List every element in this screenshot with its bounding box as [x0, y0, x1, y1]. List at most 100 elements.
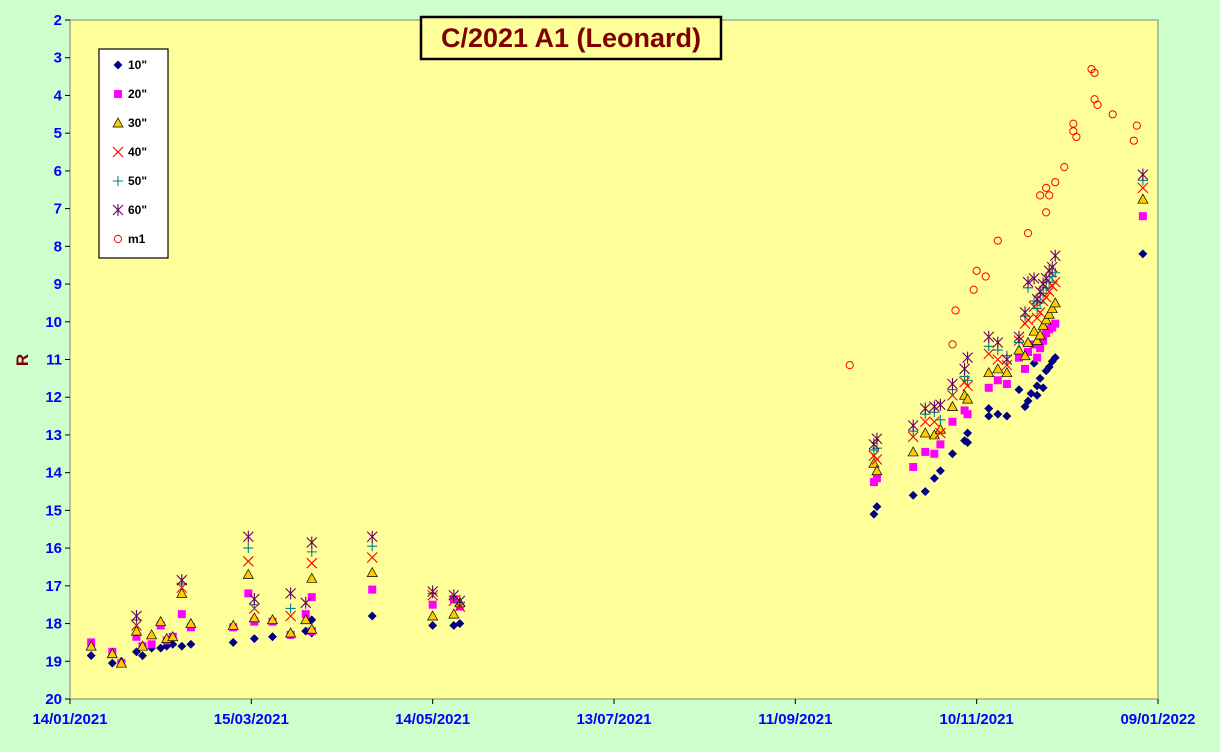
legend: 10" 20" 30" 40" 50" 60" m1: [98, 48, 169, 259]
data-point: [266, 614, 279, 625]
data-point: [928, 400, 940, 413]
data-point: [177, 610, 186, 619]
data-point: [1019, 306, 1031, 319]
chart-title: C/2021 A1 (Leonard): [441, 23, 701, 53]
data-point: [993, 236, 1002, 245]
data-point: [869, 509, 879, 519]
legend-item: 30": [112, 116, 147, 130]
data-point: [919, 427, 931, 438]
data-point: [137, 651, 148, 661]
data-point: [85, 640, 97, 651]
data-point: [936, 440, 945, 449]
legend-label: 50": [128, 174, 147, 188]
data-point: [1043, 308, 1055, 319]
data-point: [962, 380, 973, 392]
data-point: [176, 587, 188, 598]
data-point: [962, 375, 973, 386]
y-tick-label: 3: [54, 50, 62, 67]
data-point: [306, 536, 318, 549]
data-point: [947, 389, 958, 401]
data-point: [1050, 353, 1060, 363]
data-point: [1046, 261, 1058, 274]
y-tick-label: 7: [54, 201, 62, 218]
data-point: [155, 615, 167, 627]
legend-item: 60": [112, 203, 147, 217]
data-point: [921, 447, 930, 456]
data-point: [908, 490, 918, 500]
data-point: [177, 641, 187, 651]
data-point: [1037, 319, 1049, 330]
data-point: [1132, 121, 1141, 130]
data-point: [1137, 168, 1149, 181]
y-tick-label: 8: [54, 238, 62, 255]
data-point: [1108, 110, 1117, 119]
data-point: [368, 585, 377, 594]
data-point: [1014, 385, 1024, 395]
data-point: [1051, 319, 1060, 328]
data-point: [1013, 330, 1025, 343]
data-point: [871, 432, 883, 445]
y-tick-label: 6: [54, 163, 62, 180]
data-point: [306, 546, 317, 557]
data-point: [1022, 276, 1034, 289]
legend-item: m1: [113, 232, 146, 246]
data-point: [285, 587, 297, 600]
data-point: [984, 403, 994, 414]
y-axis-label: R: [13, 354, 32, 366]
data-point: [1035, 373, 1045, 383]
data-point: [992, 363, 1004, 374]
y-tick-label: 5: [54, 125, 62, 142]
y-tick-label: 11: [46, 352, 62, 369]
data-point: [935, 398, 946, 411]
data-point: [1002, 411, 1012, 421]
data-point: [1138, 249, 1148, 259]
series-6: [131, 168, 1149, 623]
data-point: [845, 361, 854, 370]
data-point: [1023, 396, 1033, 406]
legend-label: 30": [128, 116, 147, 130]
data-point: [907, 419, 919, 432]
data-point: [306, 557, 318, 569]
data-point: [186, 639, 196, 649]
data-point: [1001, 366, 1013, 378]
data-point: [963, 428, 973, 438]
series-7: [845, 64, 1141, 370]
data-point: [981, 272, 990, 281]
legend-marker: [113, 234, 123, 244]
data-point: [455, 619, 465, 629]
data-point: [285, 627, 297, 638]
data-point: [928, 416, 940, 428]
data-point: [285, 603, 296, 614]
x-tick-label: 13/07/2021: [576, 711, 651, 728]
data-point: [132, 632, 141, 641]
data-point: [984, 383, 993, 392]
data-point: [147, 640, 156, 649]
data-point: [871, 465, 883, 476]
data-point: [367, 611, 377, 621]
y-tick-label: 2: [54, 12, 62, 29]
data-point: [1032, 303, 1043, 314]
y-axis: 2 3 4 5 6 7 8 9 10 11 12 13 14 15 16 17 18 19 20: [45, 12, 70, 708]
data-point: [969, 285, 978, 294]
legend-marker: [112, 146, 124, 158]
data-point: [1001, 353, 1013, 366]
data-point: [448, 608, 460, 619]
data-point: [427, 585, 439, 598]
data-point: [871, 454, 883, 465]
y-tick-label: 13: [45, 427, 62, 444]
data-point: [919, 416, 931, 428]
y-tick-label: 9: [54, 276, 62, 293]
y-tick-label: 14: [45, 465, 62, 482]
data-point: [1040, 314, 1052, 325]
legend-label: m1: [128, 232, 146, 246]
data-point: [244, 589, 253, 598]
data-point: [1039, 336, 1048, 345]
chart-marks: [85, 64, 1149, 668]
data-point: [962, 393, 974, 404]
legend-marker: [112, 204, 124, 216]
legend-marker: [113, 60, 123, 70]
data-point: [963, 410, 972, 419]
data-point: [115, 657, 127, 668]
data-point: [947, 378, 958, 391]
